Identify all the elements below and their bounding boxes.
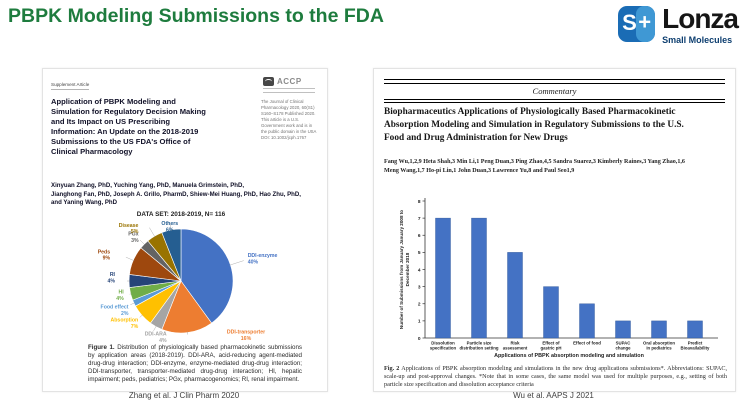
pie-label-DDI-ARA: DDI-ARA 4% bbox=[145, 332, 167, 344]
pie-leader-line bbox=[153, 325, 157, 331]
commentary-rule-bottom bbox=[384, 98, 725, 103]
pie-leader-line bbox=[139, 314, 143, 318]
plus-box bbox=[635, 6, 656, 42]
x-category-label: Effect of gastric pH bbox=[540, 341, 561, 351]
commentary-label: Commentary bbox=[532, 86, 577, 96]
y-tick-label: 7 bbox=[418, 216, 421, 222]
caption-text: Applications of PBPK absorption modeling… bbox=[384, 365, 727, 389]
bar-Dissolution specification bbox=[435, 217, 451, 339]
pie-leader-line bbox=[229, 260, 244, 266]
x-category-label: SUPAC change bbox=[615, 341, 631, 351]
y-tick-label: 5 bbox=[418, 250, 421, 256]
title-line: Submissions to the US FDA's Office of bbox=[51, 137, 191, 147]
logo-plus-sign: + bbox=[638, 9, 652, 35]
accp-logo-subtext bbox=[263, 87, 315, 93]
authors-line: Meng Wang,1,7 Ho-pi Lin,1 John Duan,3 La… bbox=[384, 168, 575, 175]
accp-logo-icon bbox=[263, 77, 274, 86]
pie-label-PGx: PGx 3% bbox=[128, 232, 139, 244]
pie-label-Peds: Peds 9% bbox=[98, 249, 111, 261]
pie-label-Disease: Disease 5% bbox=[119, 223, 139, 235]
pie-label-Others: Others 6% bbox=[161, 221, 178, 233]
y-tick-label: 8 bbox=[418, 199, 421, 205]
figure1-caption: Figure 1. Distribution of physiologicall… bbox=[88, 344, 302, 384]
right-paper-panel: Commentary Biopharmaceutics Applications… bbox=[373, 68, 736, 392]
title-line: Biopharmaceutics Applications of Physiol… bbox=[384, 107, 676, 117]
title-line: Application of PBPK Modeling and bbox=[51, 97, 176, 106]
slide-title: PBPK Modeling Submissions to the FDA bbox=[8, 5, 384, 27]
bar-Particle size distribution setting bbox=[471, 217, 487, 339]
figure2-caption: Fig. 2 Applications of PBPK absorption m… bbox=[384, 365, 727, 390]
authors-line: Jianghong Fan, PhD, Joseph A. Grillo, Ph… bbox=[51, 190, 301, 198]
pie-chart-title: DATA SET: 2018-2019, N= 116 bbox=[137, 211, 226, 218]
title-line: and Its Impact on US Prescribing bbox=[51, 117, 170, 127]
pie-label-DDI-transporter: DDI-transporter 16% bbox=[227, 330, 265, 342]
authors-line: Xinyuan Zhang, PhD, Yuching Yang, PhD, M… bbox=[51, 182, 245, 189]
pie-label-RI: RI 4% bbox=[108, 272, 116, 284]
title-line: Information: An Update on the 2018-2019 bbox=[51, 127, 199, 137]
title-line: Clinical Pharmacology bbox=[51, 147, 133, 157]
y-tick-label: 6 bbox=[418, 233, 421, 239]
x-category-label: Predict Bioavailability bbox=[681, 341, 711, 351]
pie-leader-line bbox=[129, 293, 132, 295]
caption-label: Fig. 2 bbox=[384, 365, 400, 372]
bar-Predict Bioavailability bbox=[687, 320, 703, 339]
y-tick-label: 3 bbox=[418, 284, 421, 290]
pie-leader-line bbox=[139, 239, 146, 246]
pie-label-HI: HI 4% bbox=[116, 290, 124, 302]
lonza-logo: S + Lonza Small Molecules bbox=[618, 3, 739, 45]
commentary-rule-top bbox=[384, 79, 725, 84]
y-tick-label: 4 bbox=[418, 267, 421, 273]
left-paper-authors: Xinyuan Zhang, PhD, Yuching Yang, PhD, M… bbox=[51, 182, 301, 208]
pie-label-DDI-enzyme: DDI-enzyme 40% bbox=[248, 253, 278, 265]
lonza-wordmark: Lonza bbox=[662, 3, 739, 34]
y-tick-label: 2 bbox=[418, 302, 421, 308]
title-line: Absorption Modeling and Simulation in Re… bbox=[384, 119, 684, 130]
left-citation: Zhang et al. J Clin Pharm 2020 bbox=[128, 391, 240, 400]
caption-text: Distribution of physiologically based ph… bbox=[88, 344, 302, 384]
bar-Effect of gastric pH bbox=[543, 286, 559, 339]
x-category-label: Dissolution specification bbox=[430, 341, 457, 351]
title-line: Simulation for Regulatory Decision Makin… bbox=[51, 107, 206, 117]
accp-logo: ACCP bbox=[263, 77, 315, 93]
x-category-label: Risk assessment bbox=[503, 341, 528, 351]
pie-leader-line bbox=[125, 257, 135, 261]
bar-SUPAC change bbox=[615, 320, 631, 339]
pie-leader-line bbox=[169, 223, 172, 231]
title-line: Food and Drug Administration for New Dru… bbox=[384, 132, 568, 143]
x-category-label: Effect of food bbox=[573, 341, 601, 346]
left-paper-panel: Supplement Article ACCP Application of P… bbox=[42, 68, 328, 392]
y-tick-label: 0 bbox=[418, 336, 421, 342]
left-paper-title: Application of PBPK Modeling and Simulat… bbox=[51, 97, 256, 157]
logo-letter-s: S bbox=[622, 9, 637, 35]
pie-leader-line bbox=[149, 227, 156, 238]
pie-leader-line bbox=[130, 302, 135, 305]
bar-Risk assessment bbox=[507, 252, 523, 339]
x-axis-label: Applications of PBPK absorption modeling… bbox=[494, 353, 644, 359]
pie-label-Food effect: Food effect 2% bbox=[101, 305, 129, 317]
authors-line: Fang Wu,1,2,9 Heta Shah,3 Min Li,1 Peng … bbox=[384, 159, 685, 165]
caption-label: Figure 1. bbox=[88, 344, 115, 351]
commentary-header: Commentary bbox=[384, 79, 725, 103]
s-plus-icon: S + bbox=[618, 6, 656, 42]
journal-info: The Journal of Clinical Pharmacology 202… bbox=[261, 99, 317, 141]
pie-chart-figure: DATA SET: 2018-2019, N= 116 DDI-enzyme 40… bbox=[98, 211, 278, 344]
lonza-tagline: Small Molecules bbox=[662, 34, 733, 45]
article-type-label: Supplement Article bbox=[51, 82, 90, 90]
y-tick-label: 1 bbox=[418, 319, 421, 325]
bar-Effect of food bbox=[579, 303, 595, 339]
accp-logo-text: ACCP bbox=[277, 77, 302, 86]
right-paper-title: Biopharmaceutics Applications of Physiol… bbox=[384, 106, 729, 144]
pie-label-Absorption: Absorption 7% bbox=[111, 318, 139, 330]
x-category-label: Oral absorption in pediatrics bbox=[643, 341, 675, 351]
bar-Oral absorption in pediatrics bbox=[651, 320, 667, 339]
x-category-label: Particle size distribution setting bbox=[460, 341, 499, 351]
right-paper-authors: Fang Wu,1,2,9 Heta Shah,3 Min Li,1 Peng … bbox=[384, 158, 729, 177]
y-axis-label: Number of Submissions from January Janua… bbox=[399, 210, 410, 329]
authors-line: and Yaning Wang, PhD bbox=[51, 199, 118, 207]
bar-chart-figure: 0 1 2 3 4 5 6 7 8 Dissolution specificationParticl… bbox=[399, 198, 718, 359]
right-citation: Wu et al. AAPS J 2021 bbox=[513, 391, 594, 400]
